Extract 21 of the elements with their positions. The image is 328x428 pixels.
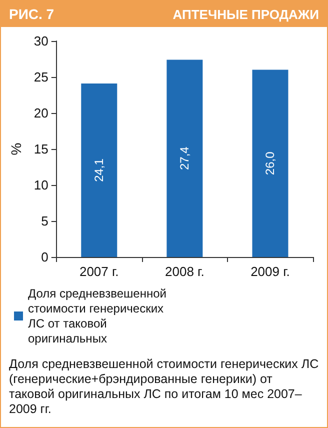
y-tick-label: 0 [41,250,48,264]
data-label: 27,4 [178,146,192,170]
y-tick-label: 15 [34,142,48,156]
chart-title: РИС. 7 [9,6,54,22]
x-tick-label: 2007 г. [79,264,119,279]
data-label: 26,0 [263,151,278,176]
text: Доля средневзвешенной стоимости генерических ЛС (генерические+брэндированные генерики) от таковой оригинальных ЛС по итогам 10 мес 2007–2009 гг. [8,357,320,417]
bar [81,83,118,257]
data-label: 24,1 [92,158,106,182]
chart-subtitle: АПТЕЧНЫЕ ПРОДАЖИ [172,6,319,22]
bar [252,70,288,257]
y-tick-label: 5 [41,214,48,228]
x-tick-label: 2008 г. [165,264,204,279]
y-tick-label: 10 [34,178,48,192]
legend-label: Доля средневзвешенной стоимости генерических ЛС от таковой оригинальных [28,286,170,346]
y-tick-label: 20 [34,106,48,120]
x-tick-label: 2009 г. [250,264,290,279]
y-tick-label: 30 [34,34,48,48]
bar [166,60,203,257]
y-tick-label: 25 [34,70,48,84]
y-axis-title: % [8,142,24,156]
